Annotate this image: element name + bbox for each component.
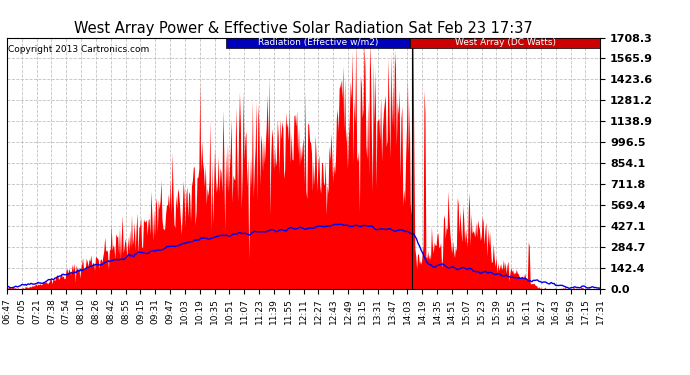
Text: Copyright 2013 Cartronics.com: Copyright 2013 Cartronics.com [8, 45, 149, 54]
Text: Radiation (Effective w/m2): Radiation (Effective w/m2) [258, 38, 379, 47]
FancyBboxPatch shape [226, 38, 411, 48]
Title: West Array Power & Effective Solar Radiation Sat Feb 23 17:37: West Array Power & Effective Solar Radia… [75, 21, 533, 36]
FancyBboxPatch shape [411, 38, 600, 48]
Text: West Array (DC Watts): West Array (DC Watts) [455, 38, 556, 47]
